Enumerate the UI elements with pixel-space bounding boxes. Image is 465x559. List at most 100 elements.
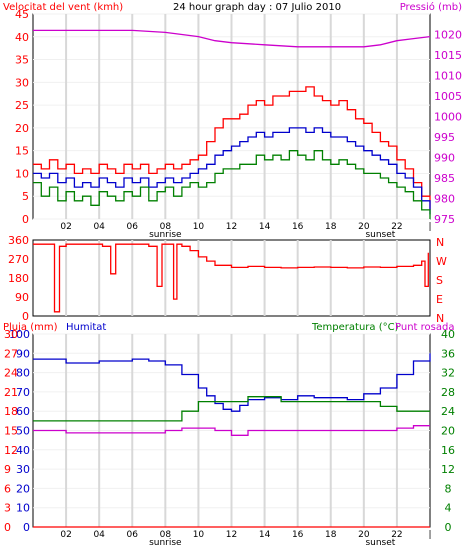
x-tick-label: 12 xyxy=(226,222,237,232)
y-tick-label-wind: 40 xyxy=(15,31,29,44)
y-tick-label-rain: 12 xyxy=(4,444,18,457)
pressure-axis-label: Pressió (mb) xyxy=(400,1,462,13)
x-tick-label: | xyxy=(428,222,431,232)
y-tick-label-temperature: 24 xyxy=(441,405,455,418)
x-tick-label: 20 xyxy=(358,222,370,232)
dewpoint-axis-label: Punt rosada xyxy=(395,322,454,333)
series-temperature xyxy=(33,396,430,422)
series-average xyxy=(33,127,431,215)
x-tick-label: 06 xyxy=(127,530,139,540)
x-tick-label: 14 xyxy=(259,222,271,232)
y-tick-label-temperature: 8 xyxy=(445,482,452,495)
y-tick-label-wind: 5 xyxy=(22,190,29,203)
series-humidity xyxy=(33,353,431,412)
x-marker-label: sunset xyxy=(365,538,395,548)
y-tick-label-humidity: 100 xyxy=(9,328,30,341)
y-tick-label-temperature: 36 xyxy=(441,347,455,360)
y-tick-label-humidity: 0 xyxy=(23,521,30,534)
x-tick-label: 08 xyxy=(160,222,172,232)
compass-label: S xyxy=(436,274,443,287)
x-tick-label: 04 xyxy=(93,222,105,232)
series-pressure xyxy=(33,29,431,48)
y-tick-label-temperature: 20 xyxy=(441,425,455,438)
y-tick-label-temperature: 32 xyxy=(441,367,455,380)
y-tick-label-humidity: 50 xyxy=(16,425,30,438)
compass-label: N xyxy=(436,312,444,325)
x-tick-label: 22 xyxy=(391,222,402,232)
y-tick-label-temperature: 28 xyxy=(441,386,455,399)
y-tick-label-pressure: 1005 xyxy=(434,90,462,103)
y-tick-label-rain: 30 xyxy=(4,328,18,341)
y-tick-label-pressure: 980 xyxy=(434,193,455,206)
x-tick-label: 06 xyxy=(127,222,139,232)
y-tick-label-direction: 0 xyxy=(22,310,29,323)
x-tick-label: 14 xyxy=(259,530,271,540)
y-tick-label-rain: 3 xyxy=(4,502,11,515)
x-tick-label: | xyxy=(428,530,431,540)
y-tick-label-humidity: 60 xyxy=(16,405,30,418)
y-tick-label-wind: 0 xyxy=(22,213,29,226)
y-tick-label-direction: 270 xyxy=(8,253,29,266)
y-tick-label-pressure: 1000 xyxy=(434,111,462,124)
y-tick-label-rain: 21 xyxy=(4,386,18,399)
rain-axis-label: Pluja (mm) xyxy=(3,322,58,333)
y-tick-label-humidity: 90 xyxy=(16,347,30,360)
y-tick-label-rain: 24 xyxy=(4,367,18,380)
y-tick-label-rain: 15 xyxy=(4,425,18,438)
x-tick-label: 02 xyxy=(60,222,71,232)
x-marker-label: sunrise xyxy=(149,230,182,240)
x-marker-label: sunrise xyxy=(149,538,182,548)
y-tick-label-rain: 27 xyxy=(4,347,18,360)
chart-title: 24 hour graph day : 07 Julio 2010 xyxy=(173,2,341,13)
series-direction xyxy=(33,243,429,313)
x-tick-label: 10 xyxy=(193,222,205,232)
y-tick-label-temperature: 16 xyxy=(441,444,455,457)
series-gust xyxy=(33,86,431,210)
y-tick-label-wind: 30 xyxy=(15,76,29,89)
x-marker-label: sunset xyxy=(365,230,395,240)
x-tick-label: 04 xyxy=(93,530,105,540)
y-tick-label-direction: 180 xyxy=(8,272,29,285)
x-tick-label: 10 xyxy=(193,530,205,540)
wind-axis-label: Velocitat del vent (kmh) xyxy=(3,2,123,13)
y-tick-label-pressure: 1020 xyxy=(434,29,462,42)
y-tick-label-wind: 25 xyxy=(15,99,29,112)
y-tick-label-pressure: 1015 xyxy=(434,49,462,62)
y-tick-label-pressure: 995 xyxy=(434,131,455,144)
y-tick-label-pressure: 985 xyxy=(434,172,455,185)
y-tick-label-humidity: 40 xyxy=(16,444,30,457)
x-tick-label: 20 xyxy=(358,530,370,540)
y-tick-label-pressure: 990 xyxy=(434,152,455,165)
y-tick-label-temperature: 12 xyxy=(441,463,455,476)
y-tick-label-temperature: 40 xyxy=(441,328,455,341)
x-tick-label: 08 xyxy=(160,530,172,540)
y-tick-label-temperature: 0 xyxy=(445,521,452,534)
y-tick-label-humidity: 20 xyxy=(16,482,30,495)
series-dew_point xyxy=(33,425,430,436)
x-tick-label: 16 xyxy=(292,530,304,540)
y-tick-label-humidity: 70 xyxy=(16,386,30,399)
x-tick-label: 12 xyxy=(226,530,237,540)
y-tick-label-rain: 0 xyxy=(4,521,11,534)
compass-label: N xyxy=(436,236,444,249)
y-tick-label-humidity: 80 xyxy=(16,367,30,380)
y-tick-label-humidity: 30 xyxy=(16,463,30,476)
compass-label: W xyxy=(436,255,447,268)
y-tick-label-wind: 35 xyxy=(15,54,29,67)
y-tick-label-wind: 45 xyxy=(15,8,29,21)
x-tick-label: 02 xyxy=(60,530,71,540)
y-tick-label-wind: 10 xyxy=(15,167,29,180)
y-tick-label-direction: 90 xyxy=(15,291,29,304)
x-tick-label: 18 xyxy=(325,222,337,232)
humidity-axis-label: Humitat xyxy=(66,322,106,333)
y-tick-label-humidity: 10 xyxy=(16,502,30,515)
y-tick-label-pressure: 1010 xyxy=(434,70,462,83)
y-tick-label-wind: 20 xyxy=(15,122,29,135)
y-tick-label-temperature: 4 xyxy=(445,502,452,515)
compass-label: E xyxy=(436,293,443,306)
y-tick-label-rain: 9 xyxy=(4,463,11,476)
x-tick-label: 18 xyxy=(325,530,337,540)
x-tick-label: 22 xyxy=(391,530,402,540)
